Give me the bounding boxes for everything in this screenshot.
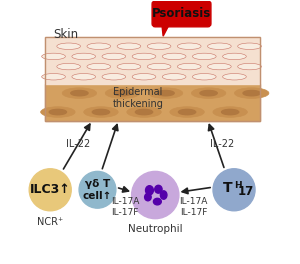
Circle shape	[79, 171, 116, 208]
Ellipse shape	[114, 91, 131, 96]
Ellipse shape	[42, 53, 65, 60]
Ellipse shape	[178, 109, 196, 115]
Ellipse shape	[40, 107, 75, 117]
Ellipse shape	[200, 91, 217, 96]
Ellipse shape	[105, 88, 140, 98]
Ellipse shape	[42, 73, 65, 80]
Ellipse shape	[102, 73, 126, 80]
Ellipse shape	[208, 63, 231, 70]
Text: IL-17A
IL-17F: IL-17A IL-17F	[111, 197, 139, 217]
Text: NCR⁺: NCR⁺	[37, 217, 63, 227]
Ellipse shape	[238, 63, 261, 70]
Ellipse shape	[117, 63, 141, 70]
Ellipse shape	[177, 43, 201, 49]
Text: γδ T
cell↑: γδ T cell↑	[83, 179, 112, 201]
Ellipse shape	[57, 63, 80, 70]
Ellipse shape	[160, 191, 167, 199]
Ellipse shape	[127, 107, 161, 117]
Ellipse shape	[208, 43, 231, 49]
Text: 17: 17	[238, 185, 254, 198]
Ellipse shape	[177, 63, 201, 70]
Circle shape	[132, 171, 179, 219]
Ellipse shape	[132, 73, 156, 80]
Ellipse shape	[57, 43, 80, 49]
Circle shape	[29, 169, 71, 211]
Ellipse shape	[162, 53, 186, 60]
Ellipse shape	[87, 63, 111, 70]
Ellipse shape	[162, 73, 186, 80]
Ellipse shape	[145, 194, 151, 201]
Ellipse shape	[238, 43, 261, 49]
Ellipse shape	[132, 53, 156, 60]
Ellipse shape	[84, 107, 118, 117]
FancyBboxPatch shape	[152, 1, 211, 27]
Ellipse shape	[148, 88, 183, 98]
Bar	[45, 37, 260, 121]
Text: Epidermal
thickening: Epidermal thickening	[113, 87, 164, 109]
Ellipse shape	[193, 53, 216, 60]
Text: H: H	[234, 181, 242, 190]
Ellipse shape	[221, 109, 239, 115]
Ellipse shape	[223, 53, 246, 60]
Ellipse shape	[117, 43, 141, 49]
Ellipse shape	[235, 88, 269, 98]
Ellipse shape	[191, 88, 226, 98]
Ellipse shape	[243, 91, 260, 96]
Text: IL-22: IL-22	[210, 139, 234, 149]
Ellipse shape	[135, 109, 153, 115]
Ellipse shape	[170, 107, 204, 117]
Ellipse shape	[213, 107, 248, 117]
Ellipse shape	[102, 53, 126, 60]
Ellipse shape	[147, 43, 171, 49]
Ellipse shape	[193, 73, 216, 80]
Bar	[45, 84, 260, 121]
Text: ILC3↑: ILC3↑	[30, 183, 70, 196]
Circle shape	[213, 169, 255, 211]
Ellipse shape	[72, 73, 96, 80]
Ellipse shape	[71, 91, 88, 96]
Ellipse shape	[49, 109, 67, 115]
Polygon shape	[162, 24, 170, 36]
Text: T: T	[223, 181, 233, 195]
Text: Neutrophil: Neutrophil	[128, 224, 183, 234]
Text: IL-17A
IL-17F: IL-17A IL-17F	[179, 197, 208, 217]
Ellipse shape	[146, 186, 153, 195]
Ellipse shape	[147, 63, 171, 70]
Text: Psoriasis: Psoriasis	[152, 7, 211, 20]
Ellipse shape	[87, 43, 111, 49]
Bar	[45, 37, 260, 84]
Ellipse shape	[72, 53, 96, 60]
Text: Skin: Skin	[53, 28, 78, 41]
Text: IL-22: IL-22	[66, 139, 90, 149]
Ellipse shape	[62, 88, 97, 98]
Ellipse shape	[92, 109, 110, 115]
Ellipse shape	[153, 198, 161, 205]
Ellipse shape	[157, 91, 174, 96]
Ellipse shape	[223, 73, 246, 80]
Ellipse shape	[155, 185, 162, 193]
